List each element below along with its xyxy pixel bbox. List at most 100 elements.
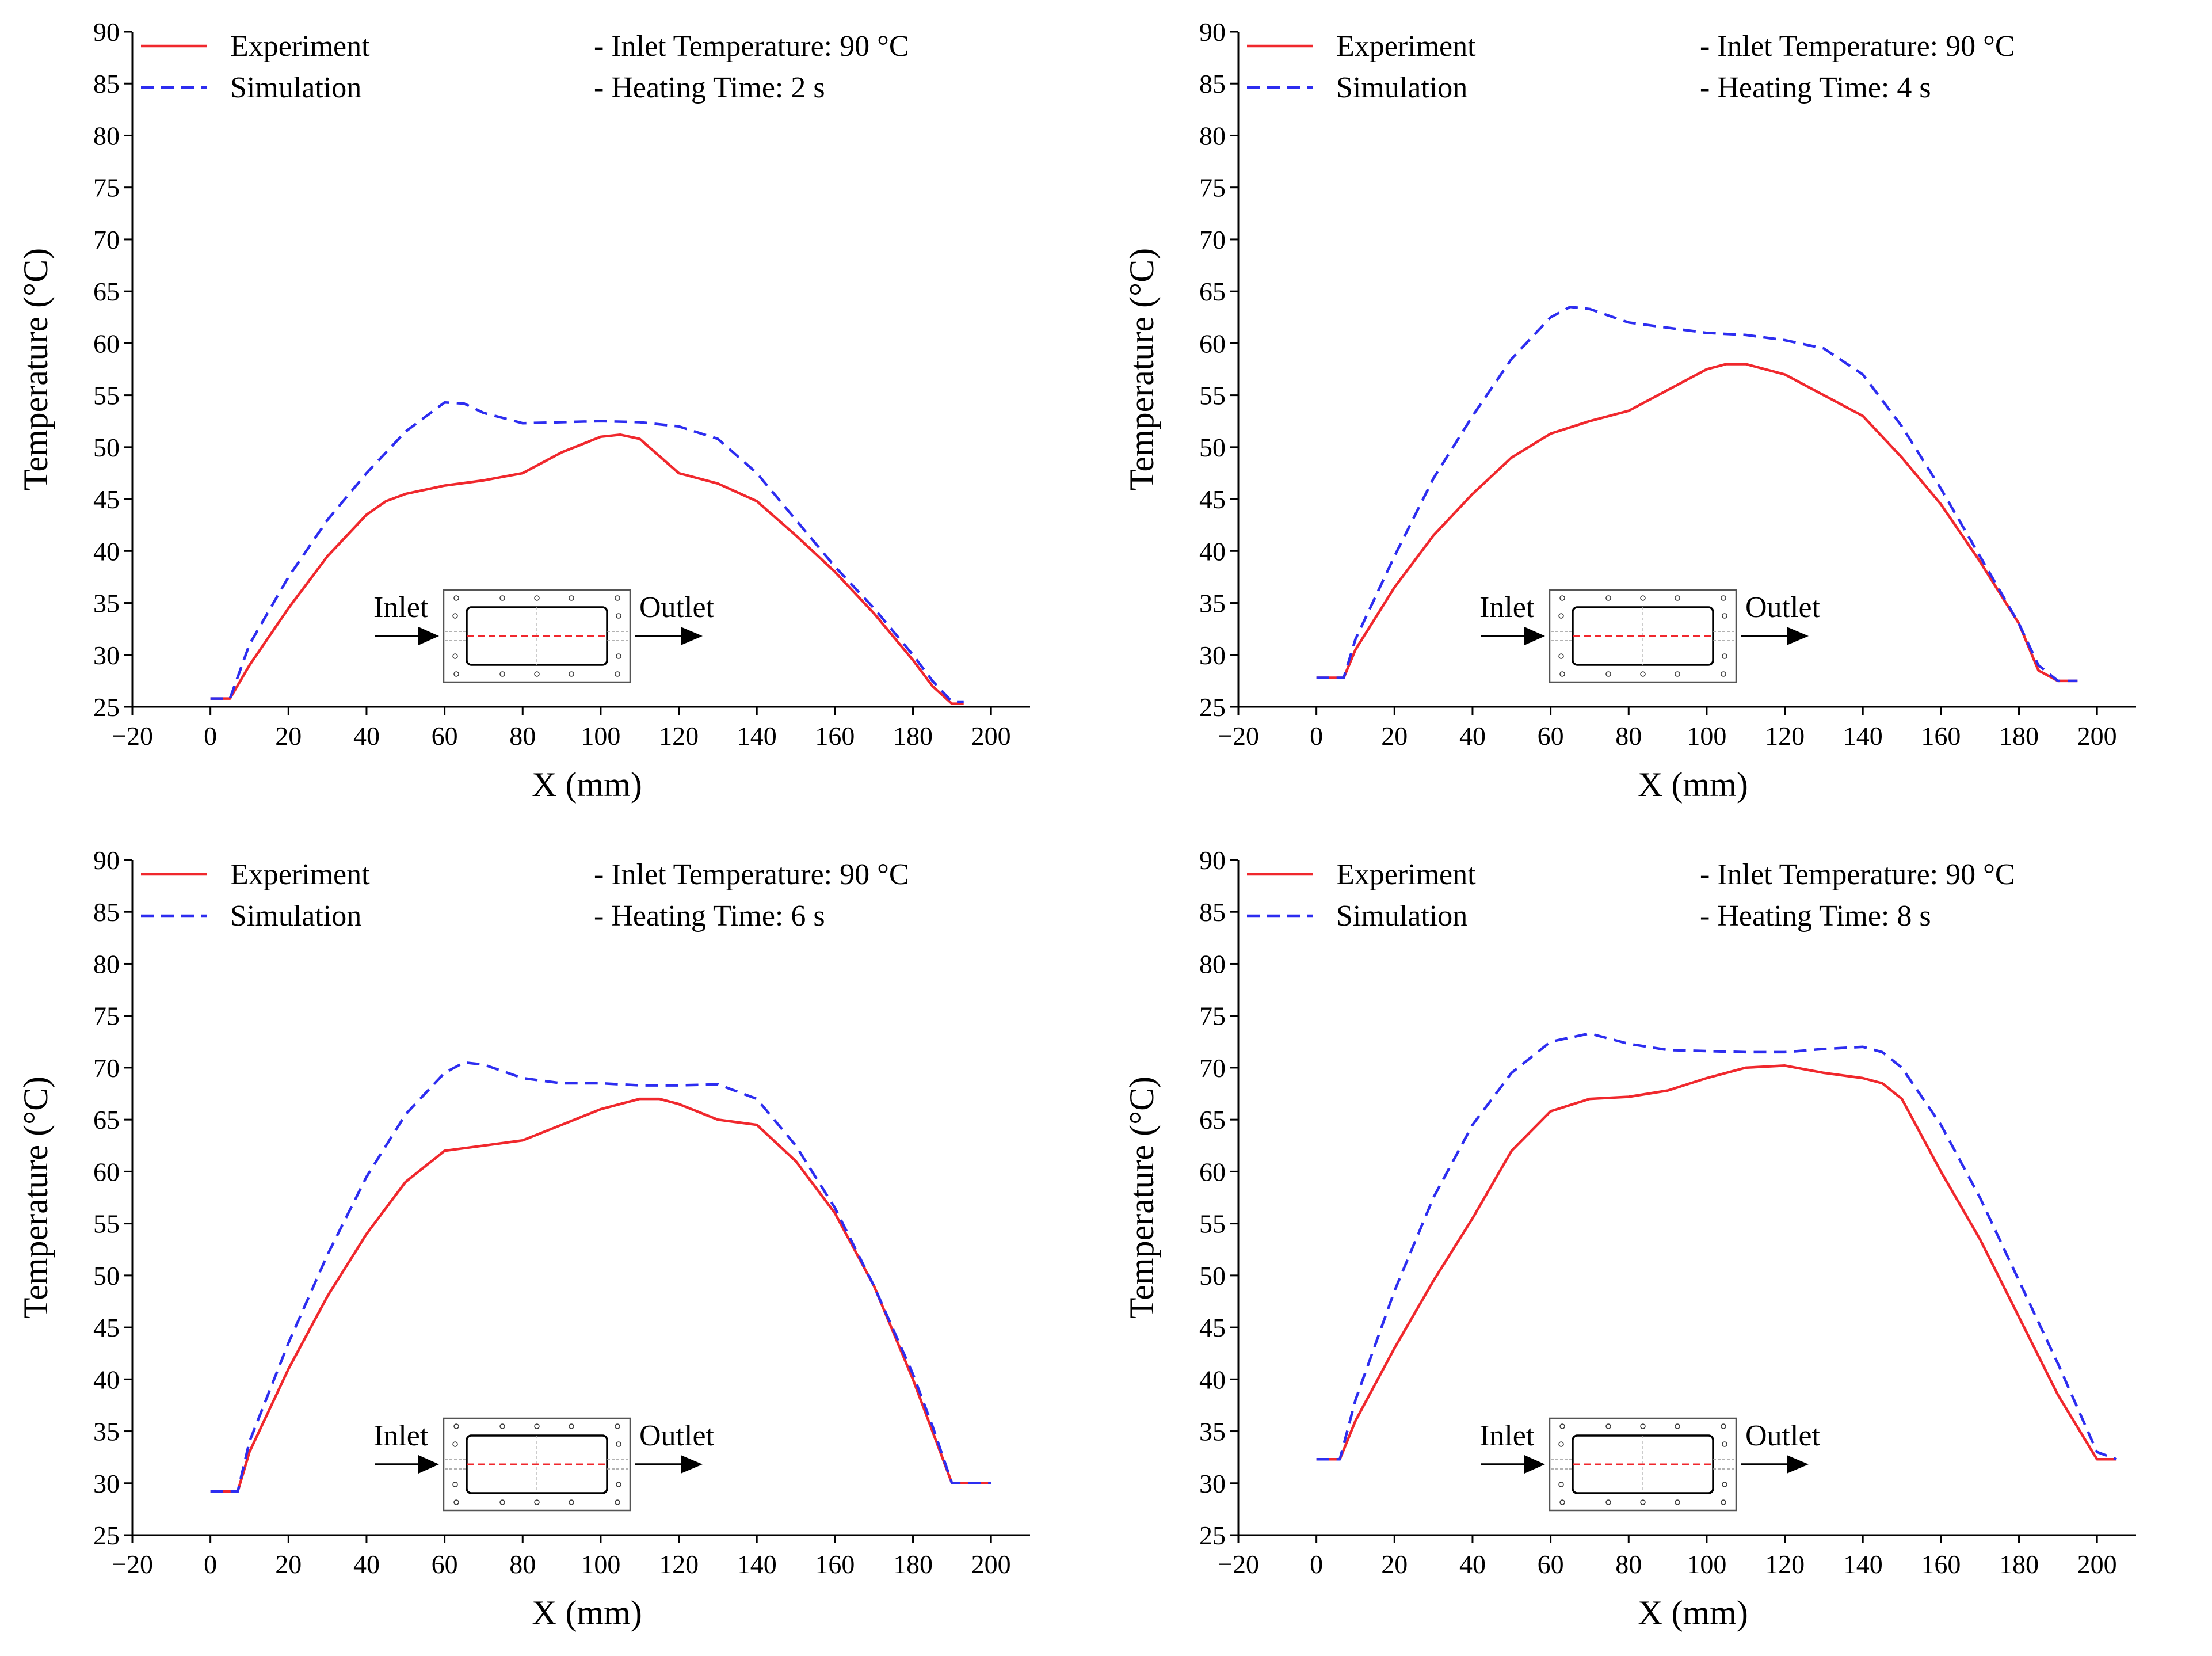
note-inlet-temperature: - Inlet Temperature: 90 °C [594, 858, 909, 891]
inset-bolt-hole [569, 1423, 574, 1429]
x-tick-label: 100 [581, 1550, 620, 1579]
x-tick-label: 40 [1459, 1550, 1486, 1579]
y-tick-label: 85 [1199, 897, 1226, 927]
y-tick-label: 70 [1199, 1053, 1226, 1083]
y-tick-label: 85 [1199, 69, 1226, 98]
x-tick-label: −20 [112, 721, 153, 751]
inset-bolt-hole [615, 595, 620, 601]
y-tick-label: 70 [1199, 225, 1226, 254]
x-tick-label: 140 [1843, 1550, 1883, 1579]
y-tick-label: 45 [1199, 1313, 1226, 1342]
simulation-series-line [210, 401, 964, 703]
y-tick-label: 30 [1199, 1469, 1226, 1498]
inset-bolt-hole [1558, 1482, 1564, 1487]
y-tick-label: 60 [93, 329, 120, 358]
y-tick-label: 75 [1199, 1002, 1226, 1031]
x-tick-label: 180 [1999, 1550, 2039, 1579]
x-tick-label: 120 [659, 1550, 699, 1579]
outlet-arrow-head [681, 627, 703, 645]
x-tick-label: 200 [2077, 721, 2117, 751]
inset-bolt-hole [452, 1482, 458, 1487]
y-tick-label: 50 [93, 1261, 120, 1290]
inset-bolt-hole [499, 1499, 505, 1505]
y-tick-label: 65 [1199, 1105, 1226, 1135]
x-tick-label: 140 [737, 721, 777, 751]
inset-bolt-hole [615, 1423, 620, 1429]
y-tick-label: 50 [93, 433, 120, 462]
inset-bolt-hole [534, 1499, 540, 1505]
y-tick-label: 45 [1199, 485, 1226, 514]
x-tick-label: −20 [112, 1550, 153, 1579]
note-inlet-temperature: - Inlet Temperature: 90 °C [594, 30, 909, 63]
inset-bolt-hole [1640, 1423, 1646, 1429]
experiment-series-line [1316, 1064, 2117, 1461]
inset-bolt-hole [1559, 1499, 1565, 1505]
inset-bolt-hole [1640, 671, 1646, 677]
legend-simulation-label: Simulation [1336, 900, 1467, 932]
inset-bolt-hole [453, 671, 459, 677]
x-tick-label: 20 [1381, 721, 1408, 751]
y-tick-label: 25 [1199, 1521, 1226, 1550]
inset-bolt-hole [1675, 671, 1680, 677]
y-tick-label: 30 [93, 641, 120, 670]
inlet-arrow-head [418, 1455, 439, 1474]
x-axis-label: X (mm) [1638, 1594, 1748, 1632]
inset-bolt-hole [1722, 653, 1727, 659]
inset-bolt-hole [1675, 595, 1680, 601]
inset-bolt-hole [1722, 1482, 1727, 1487]
inlet-arrow-head [418, 627, 439, 645]
inset-bolt-hole [569, 1499, 574, 1505]
y-tick-label: 90 [93, 17, 120, 47]
x-tick-label: 60 [1538, 1550, 1564, 1579]
x-tick-label: 0 [204, 721, 217, 751]
inset-bolt-hole [1722, 1441, 1727, 1447]
x-axis-label: X (mm) [1638, 766, 1748, 804]
x-tick-label: 40 [353, 721, 380, 751]
y-tick-label: 25 [93, 692, 120, 722]
inset-bolt-hole [452, 653, 458, 659]
x-tick-label: 80 [1615, 1550, 1642, 1579]
legend-experiment-label: Experiment [230, 858, 370, 891]
x-tick-label: −20 [1218, 1550, 1259, 1579]
inset-bolt-hole [499, 1423, 505, 1429]
note-heating-time: - Heating Time: 4 s [1700, 71, 1931, 104]
inset-bolt-hole [1640, 1499, 1646, 1505]
chart-svg: 25 30 35 40 45 50 55 60 65 70 75 80 85 90 −20 0 20 40 60 80… [1123, 17, 2136, 804]
y-tick-label: 60 [1199, 1157, 1226, 1186]
note-heating-time: - Heating Time: 8 s [1700, 900, 1931, 932]
y-tick-label: 75 [93, 1002, 120, 1031]
y-tick-label: 80 [93, 949, 120, 979]
y-tick-label: 55 [93, 381, 120, 410]
inset-bolt-hole [499, 595, 505, 601]
x-tick-label: 160 [815, 1550, 855, 1579]
y-axis-label: Temperature (°C) [1123, 1076, 1161, 1319]
x-tick-label: 180 [893, 1550, 933, 1579]
y-tick-label: 75 [1199, 173, 1226, 203]
inset-bolt-hole [1722, 613, 1727, 619]
y-tick-label: 40 [1199, 536, 1226, 566]
legend-simulation-label: Simulation [230, 900, 361, 932]
inset-bolt-hole [534, 1423, 540, 1429]
x-tick-label: 140 [1843, 721, 1883, 751]
y-tick-label: 55 [1199, 1209, 1226, 1239]
outlet-arrow-head [681, 1455, 703, 1474]
inset-bolt-hole [1559, 1423, 1565, 1429]
outlet-arrow-head [1787, 627, 1809, 645]
y-tick-label: 35 [1199, 589, 1226, 618]
simulation-series-line [1316, 1032, 2117, 1461]
inset-bolt-hole [1558, 1441, 1564, 1447]
simulation-series-line [210, 1061, 991, 1493]
x-tick-label: 200 [971, 1550, 1011, 1579]
chart-panel-4: 25 30 35 40 45 50 55 60 65 70 75 80 85 90 −20 0 20 40 60 80… [1106, 828, 2212, 1656]
outlet-label: Outlet [1745, 1419, 1821, 1452]
inset-schematic: Inlet Outlet [1479, 1417, 1821, 1512]
x-tick-label: 200 [2077, 1550, 2117, 1579]
x-tick-label: 40 [353, 1550, 380, 1579]
y-axis-label: Temperature (°C) [17, 248, 55, 490]
legend-simulation-label: Simulation [230, 71, 361, 104]
y-tick-label: 35 [1199, 1417, 1226, 1446]
x-tick-label: 0 [1310, 721, 1323, 751]
y-tick-label: 50 [1199, 1261, 1226, 1290]
y-axis-label: Temperature (°C) [17, 1076, 55, 1319]
x-tick-label: 180 [893, 721, 933, 751]
